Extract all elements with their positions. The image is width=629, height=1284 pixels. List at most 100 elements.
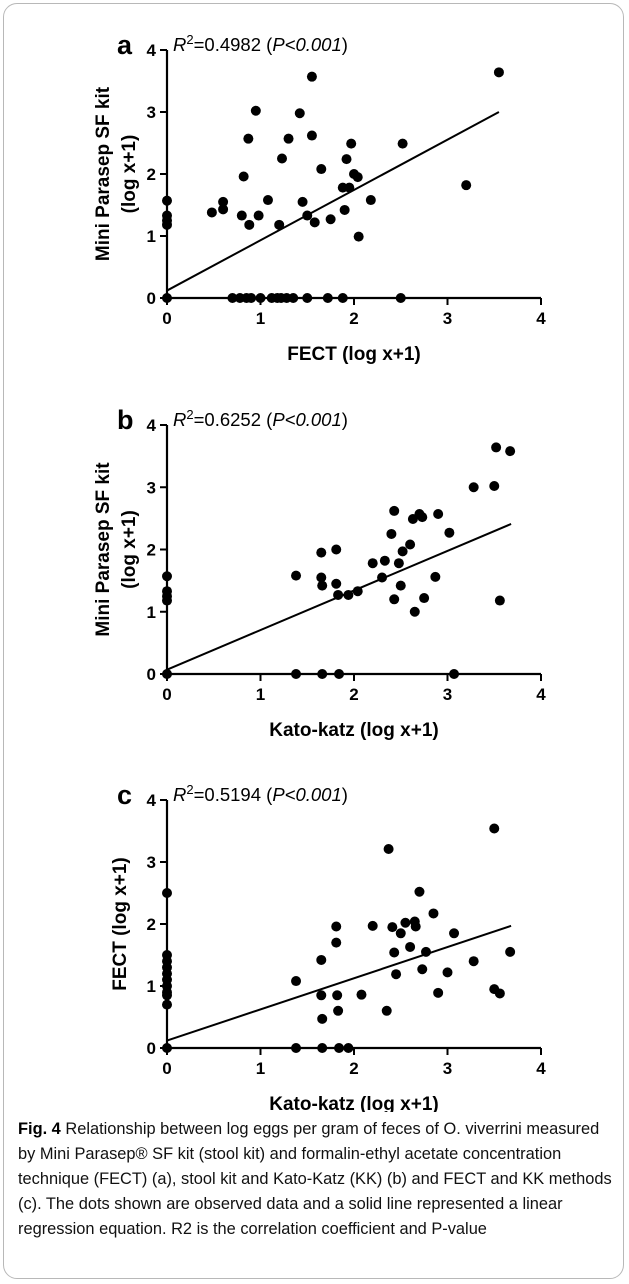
data-point xyxy=(449,928,460,939)
y-tick-label: 2 xyxy=(147,915,156,934)
data-point xyxy=(381,1005,392,1016)
data-point xyxy=(395,293,406,303)
data-point xyxy=(331,937,342,948)
data-point xyxy=(389,947,400,958)
data-point xyxy=(444,527,455,538)
data-point xyxy=(227,293,238,303)
data-point xyxy=(317,580,328,591)
data-point xyxy=(377,572,388,583)
data-point xyxy=(341,154,352,165)
data-point xyxy=(353,231,364,242)
y-axis-title-line-1: Mini Parasep SF kit xyxy=(93,462,114,637)
data-point xyxy=(494,595,505,606)
data-point xyxy=(395,580,406,591)
data-point xyxy=(325,214,336,225)
x-tick-label: 2 xyxy=(349,685,358,704)
data-point xyxy=(433,509,444,520)
data-point xyxy=(316,954,327,965)
x-tick-label: 0 xyxy=(162,685,171,704)
data-point xyxy=(367,558,378,569)
figure-caption: Fig. 4 Relationship between log eggs per… xyxy=(18,1117,613,1242)
data-point xyxy=(334,1043,345,1053)
data-point xyxy=(379,555,390,566)
data-point xyxy=(262,195,273,206)
y-axis-title-line-2: (log x+1) xyxy=(119,135,140,214)
data-point xyxy=(332,990,343,1001)
chart-panel-c: c R2=0.5194 (P<0.001) 0 1 2 3 4 0 1 2 3 4 Kato-katz … xyxy=(110,780,546,1112)
data-point xyxy=(316,547,327,558)
data-point xyxy=(162,293,172,303)
data-point xyxy=(236,210,247,221)
data-point xyxy=(244,219,255,230)
data-point xyxy=(397,138,408,149)
data-point xyxy=(383,843,394,854)
data-point xyxy=(218,196,229,207)
y-tick-label: 0 xyxy=(147,665,156,684)
data-point xyxy=(420,946,431,957)
data-point xyxy=(316,990,327,1001)
data-point xyxy=(409,606,420,617)
data-point xyxy=(461,180,472,191)
data-point xyxy=(400,917,411,928)
data-point xyxy=(468,956,479,967)
data-point xyxy=(162,888,172,898)
y-tick-label: 1 xyxy=(147,603,156,622)
y-tick-label: 2 xyxy=(147,165,156,184)
data-point xyxy=(489,481,500,492)
data-point xyxy=(331,921,342,932)
data-point xyxy=(417,964,428,975)
data-point xyxy=(393,558,404,569)
y-tick-label: 1 xyxy=(147,977,156,996)
data-point xyxy=(255,293,266,303)
data-point xyxy=(206,207,217,218)
data-point xyxy=(246,293,257,303)
panel-letter: b xyxy=(117,405,134,435)
data-point xyxy=(291,669,302,679)
x-tick-label: 4 xyxy=(536,1059,546,1078)
data-point xyxy=(414,886,425,897)
data-point xyxy=(405,941,416,952)
x-tick-label: 4 xyxy=(536,685,546,704)
chart-panel-b: b R2=0.6252 (P<0.001) 0 1 2 3 4 0 1 2 3 4 Kato-katz … xyxy=(93,405,546,741)
data-point xyxy=(491,442,502,453)
data-point xyxy=(331,578,342,589)
data-point xyxy=(288,293,299,303)
data-point xyxy=(387,922,398,933)
data-point xyxy=(291,1043,302,1053)
data-point xyxy=(405,539,416,550)
y-tick-label: 1 xyxy=(147,227,156,246)
data-point xyxy=(505,946,516,957)
x-tick-label: 0 xyxy=(162,309,171,328)
data-point xyxy=(410,921,421,932)
regression-line xyxy=(166,111,500,292)
chart-panel-a: a R2=0.4982 (P<0.001) 0 1 2 3 4 0 1 2 3 4 FECT (log … xyxy=(93,30,546,365)
data-point xyxy=(306,71,317,82)
data-point xyxy=(277,153,288,164)
y-tick-label: 4 xyxy=(147,41,157,60)
data-point xyxy=(389,505,400,516)
data-point xyxy=(309,217,320,228)
data-point xyxy=(322,293,333,303)
data-point xyxy=(274,219,285,230)
data-point xyxy=(367,920,378,931)
data-point xyxy=(352,172,363,183)
x-tick-label: 2 xyxy=(349,1059,358,1078)
data-point xyxy=(302,210,313,221)
data-point xyxy=(317,669,328,679)
data-point xyxy=(346,138,357,149)
data-point xyxy=(493,67,504,78)
data-point xyxy=(356,989,367,1000)
x-tick-label: 2 xyxy=(349,309,358,328)
y-tick-label: 3 xyxy=(147,478,156,497)
figure-frame xyxy=(3,3,624,1279)
panel-letter: c xyxy=(117,780,132,810)
x-axis-title: Kato-katz (log x+1) xyxy=(269,720,438,741)
r-squared-annotation: R2=0.5194 (P<0.001) xyxy=(173,782,348,805)
panel-letter: a xyxy=(117,30,133,60)
data-point xyxy=(162,999,172,1010)
data-point xyxy=(343,589,354,600)
y-tick-label: 2 xyxy=(147,541,156,560)
data-point xyxy=(449,669,460,679)
x-tick-label: 3 xyxy=(443,309,452,328)
data-point xyxy=(297,196,308,207)
